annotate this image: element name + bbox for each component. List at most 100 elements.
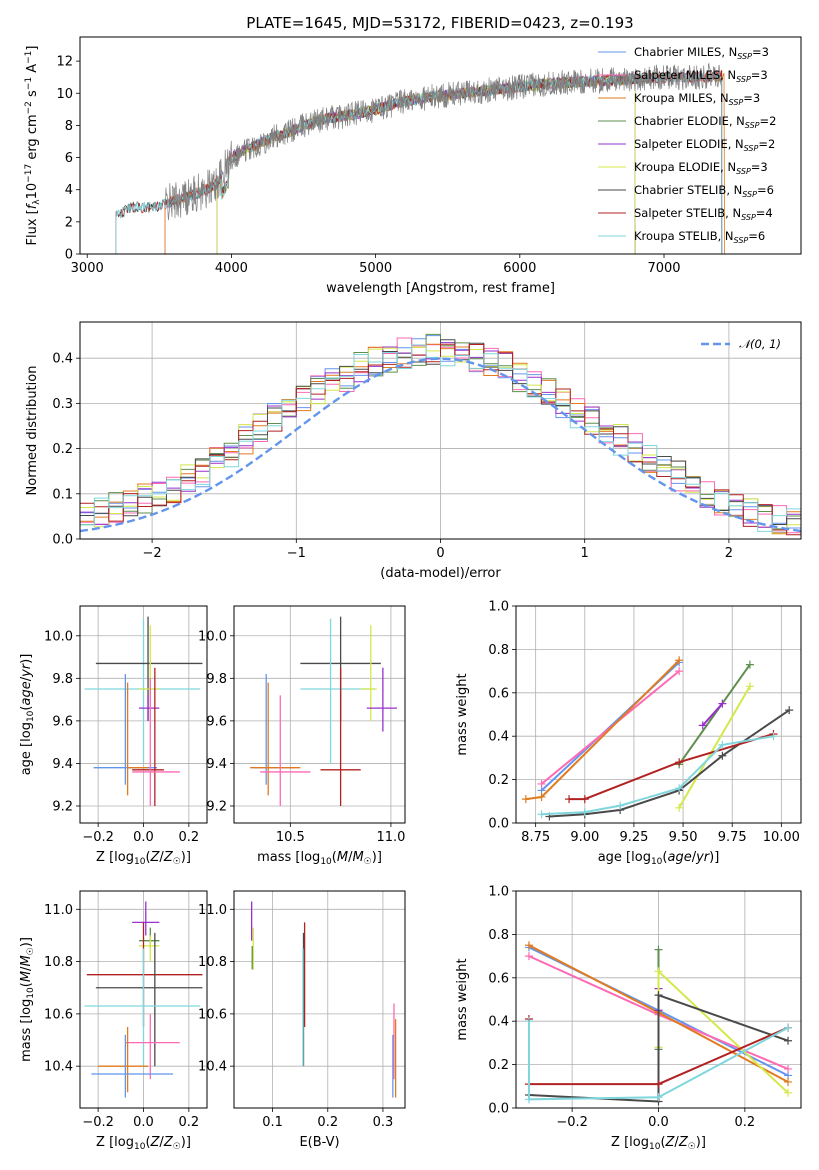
weight-marker (675, 667, 684, 676)
spectrum-panel: 3000 4000 5000 6000 7000 0 2 4 6 8 10 12 wavelength … (24, 36, 802, 296)
y-tick-label: 0.0 (52, 533, 73, 548)
x-tick-label: 0.1 (262, 1115, 283, 1130)
y-tick-label: 9.8 (206, 672, 227, 687)
panels: 3000 4000 5000 6000 7000024681012wavelength … (19, 36, 802, 1152)
axes-frame (79, 36, 802, 255)
x-tick-label: 5000 (359, 261, 392, 276)
weight-marker (675, 784, 684, 793)
legend-label: Salpeter ELODIE, NSSP=2 (634, 137, 775, 153)
age-vs-Z-panel: −0.2 0.0 0.2 9.2 9.4 9.6 9.8 10.0 Z [log10(Z/Z☉)… (19, 605, 208, 867)
x-tick-label: 7000 (647, 261, 680, 276)
x-tick-label: 9.75 (718, 830, 747, 845)
y-tick-label: 9.6 (52, 714, 73, 729)
x-axis-label: wavelength [Angstrom, rest frame] (326, 281, 555, 296)
legend-label: Chabrier MILES, NSSP=3 (634, 45, 769, 61)
x-tick-label: −2 (143, 546, 162, 561)
x-axis-label: mass [log10(M/M☉)] (257, 850, 382, 867)
y-tick-label: 8 (65, 119, 73, 134)
weight-line (549, 709, 790, 818)
x-axis-label: Z [log10(Z/Z☉)] (96, 850, 191, 867)
y-tick-label: 11.0 (44, 903, 73, 918)
y-tick-label: 0.6 (488, 686, 509, 701)
weight-line (541, 735, 774, 816)
spectrum-legend: Chabrier MILES, NSSP=3 Salpeter MILES, NS… (598, 45, 776, 245)
weight-marker (718, 740, 727, 749)
y-tick-label: 11.0 (198, 903, 227, 918)
weight-marker (769, 732, 778, 741)
x-tick-label: 9.00 (570, 830, 599, 845)
y-tick-label: 1.0 (488, 600, 509, 615)
weight-marker (745, 660, 754, 669)
y-tick-label: 10 (56, 87, 73, 102)
figure-title: PLATE=1645, MJD=53172, FIBERID=0423, z=0… (246, 14, 633, 32)
weight-line (569, 733, 774, 801)
axes-frame (515, 890, 802, 1109)
x-tick-label: 8.75 (521, 830, 550, 845)
x-tick-label: 2 (725, 546, 733, 561)
x-axis-label: Z [log10(Z/Z☉)] (96, 1135, 191, 1152)
x-tick-label: 9.50 (669, 830, 698, 845)
axes-frame (233, 605, 406, 824)
weight-marker (654, 991, 663, 1000)
weight-marker (784, 1036, 793, 1045)
x-tick-label: 1 (581, 546, 589, 561)
x-tick-label: 10.5 (276, 830, 305, 845)
weight-marker (718, 699, 727, 708)
weight-marker (654, 1080, 663, 1089)
weight-marker (745, 682, 754, 691)
y-axis-label: Normed distribution (25, 366, 40, 496)
y-tick-label: 10.6 (198, 1007, 227, 1022)
weight-marker (784, 1023, 793, 1032)
weight-marker (521, 795, 530, 804)
y-tick-label: 1.0 (488, 885, 509, 900)
y-axis-label: mass weight (455, 673, 470, 755)
x-tick-label: 0.2 (179, 1115, 200, 1130)
mass-vs-ebv-panel: 0.1 0.2 0.3 10.4 10.6 10.8 11.0 E(B-V) (198, 890, 406, 1150)
y-tick-label: 9.4 (206, 757, 227, 772)
residual-histogram (80, 343, 801, 536)
weight-marker (718, 751, 727, 760)
weight-marker (616, 801, 625, 810)
weight-marker (580, 808, 589, 817)
y-tick-label: 10.0 (44, 629, 73, 644)
weight-line (701, 702, 724, 727)
y-tick-label: 0.3 (52, 397, 73, 412)
weight-marker (537, 779, 546, 788)
y-tick-label: 12 (56, 55, 73, 70)
x-tick-label: −1 (287, 546, 306, 561)
x-tick-label: 11.0 (376, 830, 405, 845)
x-tick-label: 4000 (215, 261, 248, 276)
x-tick-label: 10.00 (763, 830, 800, 845)
weight-marker (580, 795, 589, 804)
weight-marker (784, 1077, 793, 1086)
weight-marker (565, 795, 574, 804)
x-tick-label: 0.2 (179, 830, 200, 845)
x-tick-label: 0.0 (133, 1115, 154, 1130)
legend-label: Salpeter MILES, NSSP=3 (634, 68, 768, 84)
weight-marker (524, 952, 533, 961)
legend-label: Kroupa ELODIE, NSSP=3 (634, 160, 768, 176)
x-tick-label: −0.2 (82, 1115, 114, 1130)
y-tick-label: 10.8 (198, 955, 227, 970)
y-axis-label: mass weight (455, 958, 470, 1040)
x-tick-label: 0.0 (133, 830, 154, 845)
y-tick-label: 0.8 (488, 643, 509, 658)
weight-marker (784, 1064, 793, 1073)
y-tick-label: 0.4 (52, 352, 73, 367)
y-tick-label: 0.2 (488, 773, 509, 788)
y-tick-label: 0.0 (488, 1102, 509, 1117)
weight-marker (537, 810, 546, 819)
y-tick-label: 9.2 (52, 799, 73, 814)
y-tick-label: 0.4 (488, 1015, 509, 1030)
weight-line (528, 1021, 789, 1101)
legend-label: Chabrier ELODIE, NSSP=2 (634, 114, 776, 130)
y-axis-label: mass [log10(M/M☉)] (19, 937, 36, 1062)
x-tick-label: 0.3 (373, 1115, 394, 1130)
axes-frame (79, 321, 802, 540)
y-tick-label: 10.8 (44, 955, 73, 970)
age-vs-mass-panel: 10.5 11.0 9.2 9.4 9.6 9.8 10.0 mass [log10(M/M☉… (198, 605, 406, 867)
y-tick-label: 0.8 (488, 928, 509, 943)
weight-marker (524, 1095, 533, 1104)
y-tick-label: 10.0 (198, 629, 227, 644)
y-tick-label: 0 (65, 248, 73, 263)
